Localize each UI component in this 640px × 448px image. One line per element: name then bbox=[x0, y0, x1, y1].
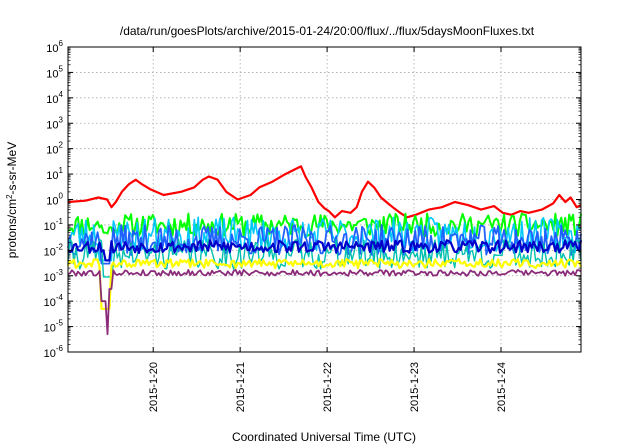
x-axis-label: Coordinated Universal Time (UTC) bbox=[232, 430, 416, 444]
chart-title: /data/run/goesPlots/archive/2015-01-24/2… bbox=[120, 24, 535, 38]
y-tick-label: 105 bbox=[46, 64, 63, 80]
y-axis-label-part-2: -s-sr-MeV bbox=[5, 142, 19, 195]
series-line-1 bbox=[67, 165, 582, 219]
y-tick-label: 101 bbox=[46, 166, 63, 182]
y-tick-label: 10-5 bbox=[44, 319, 64, 335]
y-tick-label: 103 bbox=[46, 115, 63, 131]
series-line-5 bbox=[67, 238, 582, 278]
y-axis-label: protons/cm2-s-sr-MeV bbox=[5, 142, 19, 258]
y-axis-label-part-1: protons/cm bbox=[5, 199, 19, 258]
x-tick-label: 2015-1-20 bbox=[148, 362, 160, 412]
series-line-7 bbox=[66, 258, 583, 310]
y-axis: 10-6 10-5 10-4 10-3 10-2 10-1 100 101 102 103 104 1… bbox=[44, 39, 581, 360]
grid bbox=[68, 47, 581, 352]
y-tick-label: 100 bbox=[46, 192, 63, 208]
y-tick-label: 10-4 bbox=[44, 293, 64, 309]
y-tick-label: 10-1 bbox=[44, 217, 64, 233]
y-tick-label: 10-3 bbox=[44, 268, 64, 284]
x-tick-label: 2015-1-23 bbox=[409, 362, 421, 412]
series-line-6 bbox=[67, 239, 583, 262]
x-tick-label: 2015-1-24 bbox=[496, 362, 508, 412]
y-tick-label: 102 bbox=[46, 141, 63, 157]
y-tick-label: 106 bbox=[46, 39, 63, 55]
y-axis-label-superscript: 2 bbox=[5, 194, 14, 199]
series-line-8 bbox=[67, 268, 582, 336]
x-tick-label: 2015-1-22 bbox=[322, 362, 334, 412]
x-axis: 2015-1-20 2015-1-21 2015-1-22 2015-1-23 2015… bbox=[148, 47, 508, 412]
series-line-2 bbox=[67, 212, 582, 238]
series-layer bbox=[66, 165, 583, 336]
y-tick-label: 104 bbox=[46, 90, 63, 106]
y-tick-label: 10-6 bbox=[44, 344, 64, 360]
x-tick-label: 2015-1-21 bbox=[235, 362, 247, 412]
y-tick-label: 10-2 bbox=[44, 242, 64, 258]
